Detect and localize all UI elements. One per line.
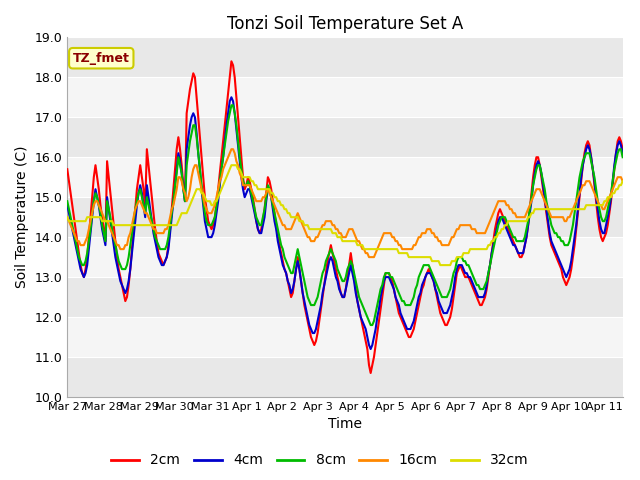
Bar [67,237,623,277]
Bar [67,77,623,117]
Bar [67,357,623,397]
Y-axis label: Soil Temperature (C): Soil Temperature (C) [15,146,29,288]
Bar [67,37,623,77]
Bar [67,197,623,237]
Bar [67,277,623,317]
Bar [67,317,623,357]
Bar [67,157,623,197]
Text: TZ_fmet: TZ_fmet [73,52,130,65]
Legend: 2cm, 4cm, 8cm, 16cm, 32cm: 2cm, 4cm, 8cm, 16cm, 32cm [106,448,534,473]
Bar [67,117,623,157]
X-axis label: Time: Time [328,418,362,432]
Title: Tonzi Soil Temperature Set A: Tonzi Soil Temperature Set A [227,15,463,33]
